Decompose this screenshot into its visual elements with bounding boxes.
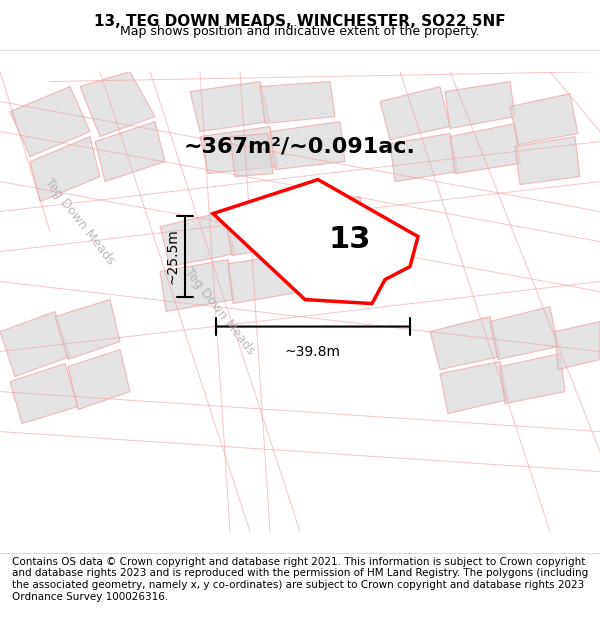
Text: ~367m²/~0.091ac.: ~367m²/~0.091ac. [184, 136, 416, 156]
Text: Map shows position and indicative extent of the property.: Map shows position and indicative extent… [120, 24, 480, 38]
Polygon shape [555, 321, 600, 369]
Polygon shape [490, 306, 558, 359]
Polygon shape [390, 134, 458, 181]
Polygon shape [500, 354, 565, 404]
Polygon shape [440, 361, 508, 414]
Polygon shape [380, 86, 450, 139]
Polygon shape [225, 204, 302, 256]
Polygon shape [515, 136, 580, 184]
Polygon shape [445, 81, 515, 129]
Polygon shape [430, 316, 500, 369]
Polygon shape [450, 124, 520, 174]
Polygon shape [160, 259, 234, 311]
Polygon shape [0, 311, 70, 376]
Polygon shape [80, 71, 155, 136]
Polygon shape [228, 254, 303, 304]
Polygon shape [95, 121, 165, 181]
Text: Contains OS data © Crown copyright and database right 2021. This information is : Contains OS data © Crown copyright and d… [12, 557, 588, 601]
Text: ~25.5m: ~25.5m [166, 229, 180, 284]
Text: 13, TEG DOWN MEADS, WINCHESTER, SO22 5NF: 13, TEG DOWN MEADS, WINCHESTER, SO22 5NF [94, 14, 506, 29]
Polygon shape [298, 246, 371, 294]
Text: 13: 13 [328, 224, 370, 254]
Polygon shape [160, 211, 235, 266]
Polygon shape [270, 121, 345, 169]
Polygon shape [295, 196, 365, 249]
Polygon shape [30, 136, 100, 201]
Polygon shape [10, 364, 78, 424]
Text: Teg Down Meads: Teg Down Meads [43, 176, 118, 267]
Polygon shape [55, 299, 120, 359]
Polygon shape [10, 86, 90, 156]
Polygon shape [200, 126, 278, 174]
Polygon shape [68, 349, 130, 409]
Text: ~39.8m: ~39.8m [285, 344, 341, 359]
Text: Teg Down Meads: Teg Down Meads [182, 266, 257, 357]
Polygon shape [260, 81, 335, 124]
Polygon shape [213, 179, 418, 304]
Polygon shape [190, 81, 270, 131]
Polygon shape [230, 134, 273, 176]
Polygon shape [510, 94, 578, 144]
